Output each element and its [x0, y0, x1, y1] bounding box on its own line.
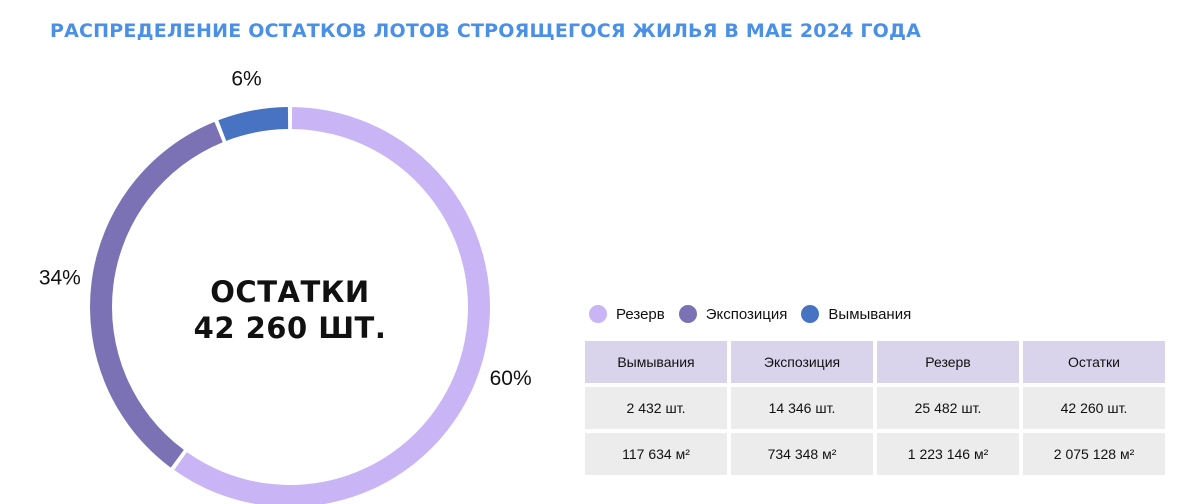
slice-label-2: 6% [231, 68, 261, 91]
legend-label: Вымывания [828, 305, 912, 323]
legend-swatch [678, 305, 697, 323]
table-cell: 42 260 шт. [1023, 387, 1165, 429]
legend-label: Экспозиция [705, 305, 788, 323]
header-cell: Вымывания [585, 341, 727, 383]
legend-label: Резерв [616, 305, 665, 323]
legend-item-reserve: Резерв [589, 305, 665, 323]
header-cell: Резерв [877, 341, 1019, 383]
table-cell: 2 075 128 м² [1023, 433, 1165, 475]
center-label-total: 42 260 ШТ. [193, 311, 387, 345]
chart-legend: Резерв Экспозиция Вымывания [589, 305, 925, 323]
legend-swatch [801, 305, 820, 323]
table-cell: 2 432 шт. [585, 387, 727, 429]
table-cell: 117 634 м² [585, 433, 727, 475]
table-row: 117 634 м² 734 348 м² 1 223 146 м² 2 075… [585, 433, 1165, 475]
slice-label-0: 60% [490, 367, 532, 390]
legend-item-exposition: Экспозиция [678, 305, 788, 323]
header-cell: Остатки [1023, 341, 1165, 383]
table-row: 2 432 шт. 14 346 шт. 25 482 шт. 42 260 ш… [585, 387, 1165, 429]
header-cell: Экспозиция [731, 341, 873, 383]
table-cell: 1 223 146 м² [877, 433, 1019, 475]
center-label-title: ОСТАТКИ [210, 275, 370, 309]
legend-swatch [589, 305, 607, 323]
slice-label-1: 34% [39, 266, 81, 289]
stats-table: Вымывания Экспозиция Резерв Остатки 2 43… [581, 337, 1169, 479]
table-cell: 25 482 шт. [877, 387, 1019, 429]
page-title: РАСПРЕДЕЛЕНИЕ ОСТАТКОВ ЛОТОВ СТРОЯЩЕГОСЯ… [50, 20, 922, 42]
donut-chart: 60% 34% 6% [39, 68, 532, 504]
donut-slice-0 [174, 107, 490, 504]
table-cell: 734 348 м² [731, 433, 873, 475]
donut-slice-1 [90, 121, 223, 468]
donut-slice-2 [218, 107, 289, 141]
table-cell: 14 346 шт. [731, 387, 873, 429]
table-header-row: Вымывания Экспозиция Резерв Остатки [585, 341, 1165, 383]
legend-item-washout: Вымывания [801, 305, 911, 323]
